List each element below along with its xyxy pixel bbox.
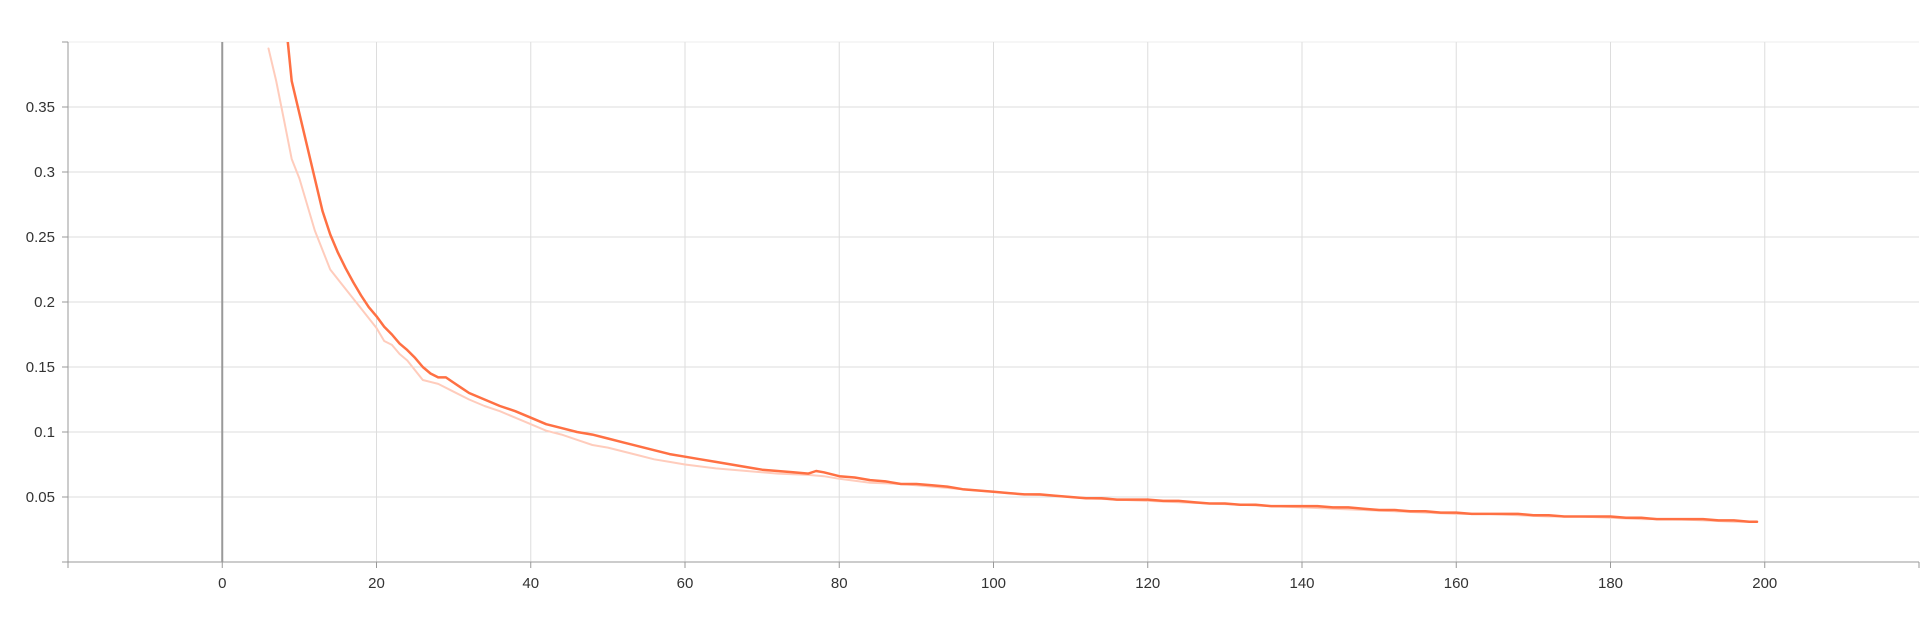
- x-tick-label: 100: [981, 575, 1006, 592]
- x-tick-label: 160: [1444, 575, 1469, 592]
- y-tick-label: 0.35: [26, 99, 55, 116]
- y-tick-label: 0.1: [34, 424, 55, 441]
- y-tick-label: 0.25: [26, 229, 55, 246]
- x-tick-label: 140: [1289, 575, 1314, 592]
- x-tick-label: 200: [1752, 575, 1777, 592]
- y-tick-label: 0.2: [34, 294, 55, 311]
- y-tick-label: 0.15: [26, 359, 55, 376]
- series-lines: [267, 42, 1759, 523]
- x-tick-label: 40: [522, 575, 539, 592]
- grid-lines: [68, 41, 1919, 562]
- y-tick-label: 0.05: [26, 489, 55, 506]
- tick-labels: 0.05 0.1 0.15 0.2 0.25 0.3 0.35 0 20 40 60 80 100 120…: [26, 99, 1777, 592]
- x-tick-label: 20: [368, 575, 385, 592]
- x-tick-label: 180: [1598, 575, 1623, 592]
- series-line-raw: [267, 47, 1758, 523]
- x-tick-label: 80: [831, 575, 848, 592]
- x-tick-label: 120: [1135, 575, 1160, 592]
- x-tick-label: 0: [218, 575, 226, 592]
- x-tick-label: 60: [677, 575, 694, 592]
- y-tick-label: 0.3: [34, 164, 55, 181]
- axes: [62, 41, 1920, 568]
- series-line-smoothed: [286, 42, 1759, 523]
